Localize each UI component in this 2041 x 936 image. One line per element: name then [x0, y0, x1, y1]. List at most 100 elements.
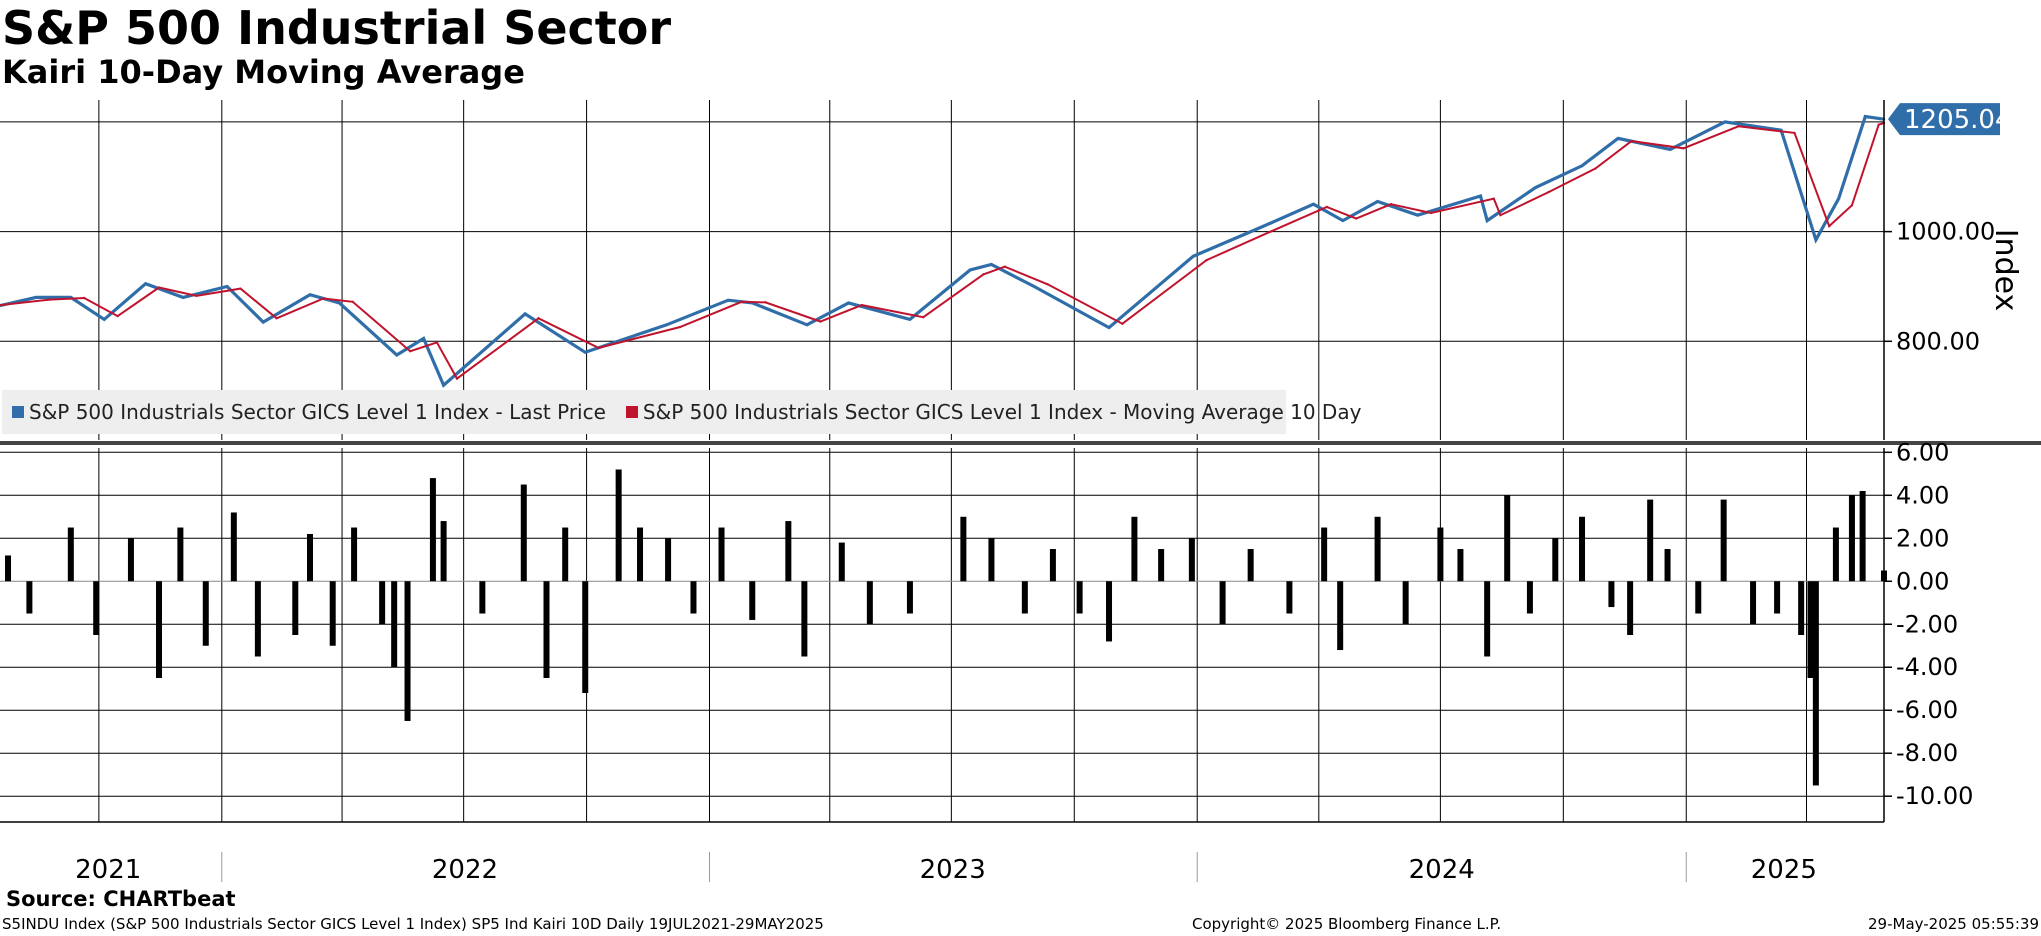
kairi-bar	[1526, 581, 1533, 614]
kairi-bar	[1807, 581, 1814, 678]
kairi-bar	[1076, 581, 1083, 614]
kairi-bar	[254, 581, 261, 657]
last-price-point	[1032, 285, 1036, 288]
kairi-bar	[202, 581, 209, 646]
kairi-bar	[801, 581, 808, 657]
y-tick-label-top: 800.00	[1896, 327, 1980, 355]
kairi-bar	[1579, 516, 1586, 582]
kairi-bar	[1798, 581, 1805, 635]
kairi-bar	[1750, 581, 1757, 625]
kairi-bar	[479, 581, 486, 614]
kairi-bar	[429, 478, 436, 582]
last-price-point	[225, 285, 229, 288]
moving-average-point	[116, 314, 119, 318]
kairi-bar	[1504, 495, 1511, 582]
moving-average-point	[82, 296, 86, 300]
moving-average-point	[1877, 123, 1880, 126]
moving-average-point	[322, 297, 325, 300]
kairi-bar	[230, 512, 237, 582]
kairi-bar	[749, 581, 756, 620]
legend-item-last-price: S&P 500 Industrials Sector GICS Level 1 …	[12, 400, 606, 424]
y-tick-label-bottom: 4.00	[1896, 481, 1949, 509]
last-value-label: 1205.04	[1904, 105, 2012, 135]
last-price-point	[338, 301, 341, 305]
last-price-point	[1669, 148, 1672, 151]
moving-average-point	[1547, 190, 1550, 194]
last-price-point	[422, 337, 425, 340]
kairi-bar	[785, 521, 792, 582]
moving-average-point	[1269, 230, 1272, 233]
last-price-point	[968, 268, 972, 272]
moving-average-point	[1737, 125, 1740, 128]
chart-subtitle: Kairi 10-Day Moving Average	[2, 53, 525, 91]
kairi-bar	[838, 542, 845, 582]
last-value-tag	[1888, 103, 2000, 136]
kairi-bar	[379, 581, 386, 625]
kairi-bar	[1188, 538, 1195, 582]
kairi-bar	[1774, 581, 1781, 614]
last-price-point	[1485, 219, 1489, 222]
y-tick-label-bottom: 6.00	[1896, 438, 1949, 466]
kairi-bar	[1647, 499, 1654, 582]
moving-average-point	[1594, 167, 1597, 170]
last-price-point	[523, 312, 527, 316]
last-price-point	[990, 263, 993, 266]
kairi-bar	[1484, 581, 1491, 657]
kairi-bar	[690, 581, 697, 614]
moving-average-point	[1205, 258, 1208, 262]
series-moving-average-line	[0, 122, 1885, 381]
x-year-label: 2024	[1409, 855, 1475, 885]
moving-average-point	[239, 287, 242, 290]
last-price-point	[665, 323, 668, 327]
kairi-bar	[26, 581, 33, 614]
kairi-bar	[391, 581, 398, 668]
kairi-bar	[1374, 516, 1381, 582]
kairi-bar	[1437, 527, 1444, 582]
last-price-point	[1416, 213, 1419, 217]
moving-average-point	[435, 341, 439, 344]
kairi-bar	[1627, 581, 1634, 635]
kairi-bar	[1720, 499, 1727, 582]
moving-average-point	[1850, 204, 1854, 207]
kairi-bar	[582, 581, 589, 694]
kairi-bar	[1158, 549, 1165, 582]
kairi-bar	[866, 581, 873, 625]
moving-average-point	[351, 300, 354, 304]
kairi-bar	[93, 581, 100, 635]
kairi-bar	[520, 484, 527, 582]
last-price-point	[442, 383, 445, 387]
last-price-point	[1814, 238, 1818, 242]
legend-swatch-last-price	[12, 406, 24, 418]
price-legend: S&P 500 Industrials Sector GICS Level 1 …	[2, 390, 1361, 434]
moving-average-point	[860, 303, 864, 307]
moving-average-point	[0, 303, 2, 307]
moving-average-point	[1630, 139, 1633, 143]
kairi-bar	[306, 533, 313, 582]
last-price-point	[144, 282, 147, 285]
footer-copyright: Copyright© 2025 Bloomberg Finance L.P.	[1192, 915, 1502, 933]
kairi-bar	[718, 527, 725, 582]
kairi-bar	[1049, 549, 1056, 582]
kairi-bar	[906, 581, 913, 614]
y-tick-label-bottom: 2.00	[1896, 524, 1949, 552]
kairi-bar	[127, 538, 134, 582]
last-price-point	[1312, 202, 1315, 206]
moving-average-point	[678, 325, 682, 329]
legend-swatch-moving-average	[625, 406, 638, 418]
kairi-bar	[1106, 581, 1113, 642]
moving-average-point	[409, 349, 412, 353]
footer-timestamp: 29-May-2025 05:55:39	[1868, 915, 2039, 933]
kairi-bar	[665, 538, 672, 582]
y-tick-label-bottom: -2.00	[1896, 610, 1958, 638]
moving-average-point	[1355, 217, 1358, 220]
kairi-bar	[329, 581, 336, 646]
kairi-bar	[1812, 581, 1819, 786]
moving-average-point	[597, 346, 600, 350]
y-tick-label-bottom: 0.00	[1896, 567, 1949, 595]
moving-average-point	[195, 294, 198, 297]
moving-average-point	[1499, 213, 1502, 217]
moving-average-point	[764, 301, 767, 304]
kairi-bar	[351, 527, 358, 582]
y-axis-title: Index	[1988, 229, 2023, 312]
x-year-label: 2022	[432, 855, 498, 885]
